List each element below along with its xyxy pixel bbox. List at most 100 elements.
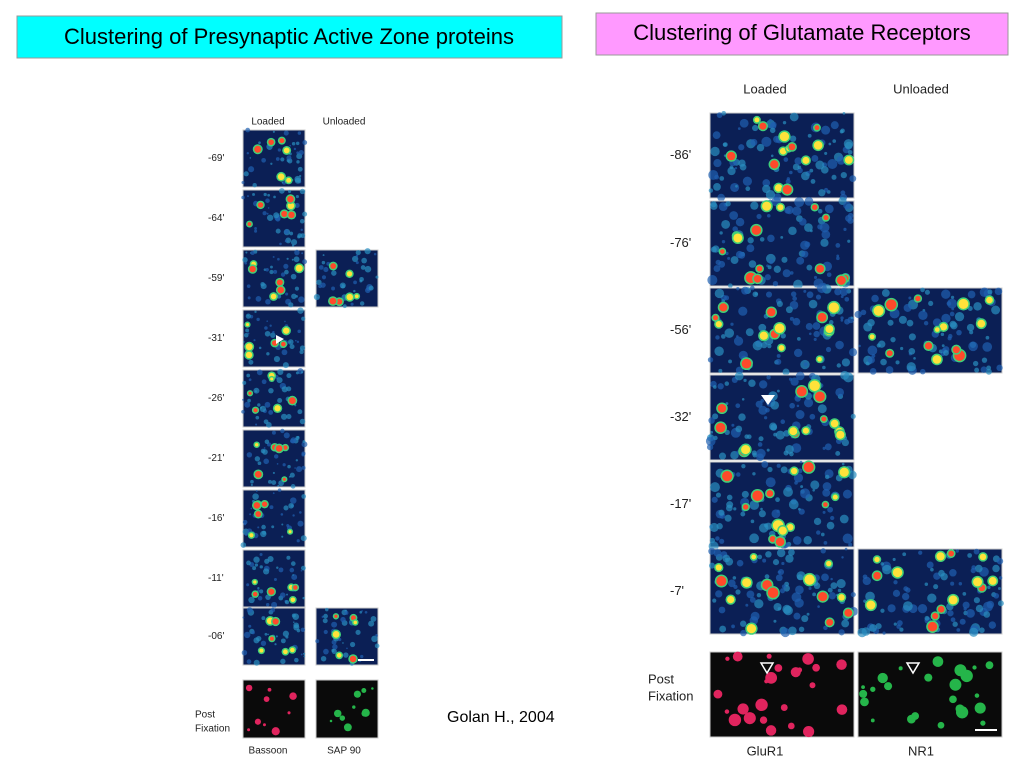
spot <box>287 711 291 715</box>
speckle <box>880 562 885 566</box>
micrograph <box>707 283 858 376</box>
speckle <box>804 196 814 206</box>
speckle <box>828 142 832 146</box>
speckle <box>865 591 875 602</box>
speckle <box>343 652 349 658</box>
speckle <box>272 492 275 495</box>
spot <box>713 689 723 699</box>
speckle <box>294 249 300 256</box>
speckle <box>342 642 344 644</box>
speckle <box>766 375 771 380</box>
speckle <box>762 184 771 194</box>
spot-core <box>350 615 356 621</box>
speckle <box>273 212 280 219</box>
spot <box>765 725 777 736</box>
speckle <box>736 286 740 291</box>
speckle <box>241 649 248 656</box>
speckle <box>776 463 781 468</box>
speckle <box>286 155 292 161</box>
speckle <box>765 477 776 488</box>
time-label: -11' <box>208 573 224 584</box>
speckle <box>938 569 945 577</box>
speckle <box>776 389 780 393</box>
speckle <box>299 418 306 425</box>
speckle <box>250 483 253 486</box>
speckle <box>792 206 802 216</box>
speckle <box>346 647 348 650</box>
speckle <box>712 131 721 140</box>
speckle <box>243 171 249 177</box>
speckle <box>248 166 255 173</box>
speckle <box>776 548 786 558</box>
spot <box>985 661 994 670</box>
spot <box>937 721 945 729</box>
speckle <box>808 586 812 590</box>
spot-core <box>823 215 829 221</box>
speckle <box>320 656 327 662</box>
spot-core <box>809 380 820 392</box>
speckle <box>785 554 794 563</box>
speckle <box>913 357 916 360</box>
speckle <box>761 136 772 147</box>
speckle <box>280 428 285 434</box>
micrograph <box>241 368 306 428</box>
speckle <box>261 616 266 621</box>
speckle <box>790 291 797 297</box>
speckle <box>795 410 805 420</box>
speckle <box>254 456 261 462</box>
speckle <box>974 367 980 373</box>
spot-core <box>937 605 945 613</box>
spot-core <box>762 201 772 211</box>
speckle <box>952 621 958 627</box>
spot-core <box>948 595 958 605</box>
speckle <box>839 514 849 524</box>
speckle <box>728 579 736 588</box>
speckle <box>809 229 813 233</box>
speckle <box>242 380 247 385</box>
micrograph <box>242 549 306 608</box>
spot <box>860 697 869 707</box>
spot-core <box>769 536 776 543</box>
spot-core <box>766 490 774 497</box>
speckle <box>998 576 1003 580</box>
spot <box>954 664 967 677</box>
speckle <box>766 213 771 218</box>
speckle <box>835 450 841 456</box>
speckle <box>789 170 793 175</box>
speckle <box>709 482 720 493</box>
spot-core <box>789 427 798 436</box>
speckle <box>736 559 744 567</box>
speckle <box>263 192 267 197</box>
speckle <box>254 227 257 230</box>
speckle <box>255 489 258 492</box>
spot-core <box>253 580 257 584</box>
speckle <box>727 256 731 260</box>
speckle <box>985 368 992 375</box>
speckle <box>729 211 739 220</box>
speckle <box>757 442 763 447</box>
speckle <box>340 616 346 623</box>
spot-core <box>720 249 725 254</box>
speckle <box>259 565 263 569</box>
speckle <box>246 152 250 155</box>
speckle <box>298 150 304 156</box>
spot-core <box>927 621 938 632</box>
spot-core <box>826 560 832 567</box>
spot <box>289 692 297 700</box>
speckle <box>738 306 748 316</box>
speckle <box>758 405 768 415</box>
micrograph <box>315 607 380 666</box>
spot-core <box>932 355 942 364</box>
speckle <box>867 319 875 327</box>
spot-core <box>813 140 823 150</box>
spot <box>980 720 986 726</box>
speckle <box>841 462 845 466</box>
speckle <box>725 557 734 566</box>
speckle <box>248 359 254 365</box>
speckle <box>986 600 995 609</box>
spot-core <box>288 530 292 534</box>
speckle <box>887 319 894 326</box>
speckle <box>804 241 811 248</box>
speckle <box>862 574 868 580</box>
speckle <box>371 635 378 643</box>
